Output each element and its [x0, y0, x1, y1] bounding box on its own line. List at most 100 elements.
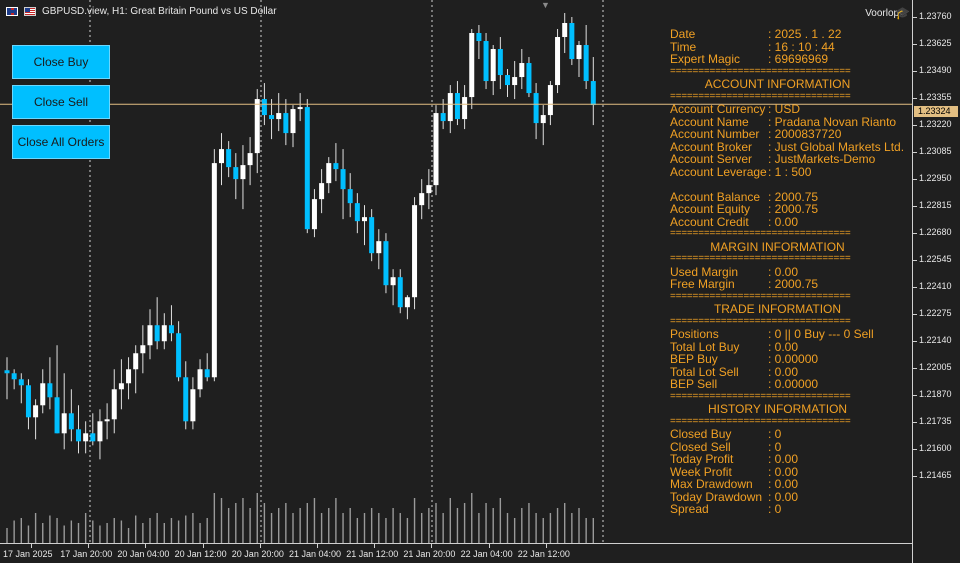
candle-body	[476, 33, 482, 42]
trade-info-value: : 0.00	[768, 339, 799, 354]
scroll-marker-icon[interactable]: ▼	[541, 0, 550, 10]
time-label: 22 Jan 04:00	[460, 549, 513, 559]
candle-body	[147, 325, 153, 346]
candle-body	[90, 433, 96, 442]
price-tick	[913, 260, 917, 262]
trade-info-label: BEP Sell	[670, 377, 718, 391]
account-info-value: : Pradana Novan Rianto	[768, 114, 897, 129]
account-info-value: : 1 : 500	[768, 164, 812, 179]
candle-body	[219, 149, 224, 164]
candle-body	[40, 383, 46, 406]
margin-info-value: : 2000.75	[768, 277, 819, 291]
history-info-row: Spread: 0	[670, 503, 910, 516]
trade-info-row: Total Lot Sell: 0.00	[670, 364, 910, 379]
candle-body	[333, 163, 339, 170]
history-info-label: Week Profit	[670, 464, 732, 479]
trade-header: TRADE INFORMATION	[713, 302, 842, 316]
history-info-row: Closed Sell: 0	[670, 440, 910, 454]
time-label: 17 Jan 20:00	[60, 549, 113, 559]
price-label: 1.22815	[919, 200, 952, 211]
balance-info-label: Account Equity	[670, 202, 751, 216]
trade-info-row: Positions: 0 || 0 Buy --- 0 Sell	[670, 328, 910, 341]
trade-info-row: Total Lot Buy: 0.00	[670, 339, 910, 354]
history-info-label: Today Profit	[670, 452, 734, 466]
candle-body	[283, 113, 289, 134]
price-chart[interactable]	[0, 0, 912, 543]
time-label: 21 Jan 12:00	[346, 549, 399, 559]
close-buy-button[interactable]: Close Buy	[12, 45, 110, 79]
price-scale[interactable]: 1.23760 1.23625 1.23490 1.23355 1.23220 1.230…	[912, 0, 960, 563]
candle-body	[211, 163, 217, 378]
candle-body	[497, 49, 503, 76]
candle-body	[126, 369, 132, 384]
graduation-cap-icon: 🎓	[895, 6, 910, 20]
time-tick	[145, 544, 147, 548]
price-label: 1.23085	[919, 146, 952, 157]
candle-body	[362, 217, 367, 222]
candle-body	[519, 63, 525, 78]
candle-body	[354, 203, 360, 222]
candle-body	[340, 169, 346, 190]
margin-info-row: Used Margin: 0.00	[670, 264, 910, 279]
candle-body	[118, 383, 124, 390]
candle-body	[68, 413, 74, 430]
margin-header: MARGIN INFORMATION	[710, 239, 845, 254]
candle-body	[404, 297, 410, 308]
candle-body	[369, 217, 375, 254]
account-info-value: : USD	[768, 102, 801, 116]
separator: ================================	[670, 90, 851, 102]
trade-info-label: BEP Buy	[670, 352, 718, 366]
price-label: 1.23490	[919, 65, 952, 76]
price-label: 1.22545	[919, 254, 952, 265]
account-info-label: Account Number	[670, 127, 760, 141]
history-info-value: : 0.00	[768, 452, 799, 466]
candle-body	[197, 369, 203, 390]
candle-body	[233, 167, 239, 180]
price-label: 1.22140	[919, 335, 952, 346]
time-tick	[545, 544, 547, 548]
account-info-row: Account Name: Pradana Novan Rianto	[670, 114, 910, 129]
balance-info-row: Account Balance: 2000.75	[670, 190, 910, 204]
account-info-value: : Just Global Markets Ltd.	[768, 139, 905, 154]
time-tick	[374, 544, 376, 548]
separator: ================================	[670, 253, 851, 264]
close-sell-button[interactable]: Close Sell	[12, 85, 110, 119]
time-label: 21 Jan 20:00	[403, 549, 456, 559]
price-tick	[913, 476, 917, 478]
time-tick	[202, 544, 204, 548]
candle-body	[97, 421, 103, 442]
candle-body	[462, 97, 468, 120]
trade-info-value: : 0.00	[768, 364, 799, 379]
candle-body	[33, 405, 39, 418]
candle-body	[569, 23, 575, 60]
time-label: 20 Jan 12:00	[174, 549, 227, 559]
time-tick	[488, 544, 490, 548]
separator: ================================	[670, 415, 851, 427]
time-label: 21 Jan 04:00	[289, 549, 342, 559]
candle-body	[512, 77, 518, 86]
candle-body	[440, 113, 446, 122]
price-label: 1.21735	[919, 416, 952, 427]
trade-info-value: : 0 || 0 Buy --- 0 Sell	[768, 327, 874, 341]
time-axis[interactable]: 17 Jan 2025 17 Jan 20:00 20 Jan 04:00 20 Ja…	[0, 543, 912, 563]
trade-info-value: : 0.00000	[768, 377, 819, 391]
close-all-orders-button[interactable]: Close All Orders	[12, 125, 110, 159]
account-info-label: Account Server	[670, 152, 753, 166]
candle-body	[61, 413, 67, 434]
candle-body	[326, 163, 332, 184]
price-tick	[913, 287, 917, 289]
candle-body	[376, 241, 382, 254]
time-tick	[317, 544, 318, 548]
candle-body	[576, 45, 582, 60]
candle-body	[226, 149, 232, 168]
history-info-label: Today Drawdown	[670, 489, 763, 504]
candle-body	[454, 93, 460, 120]
candle-body	[533, 93, 539, 124]
candle-body	[490, 49, 496, 82]
margin-info-label: Used Margin	[670, 264, 739, 279]
margin-info-row: Free Margin: 2000.75	[670, 278, 910, 291]
candle-body	[311, 199, 317, 230]
candle-body	[447, 93, 453, 122]
price-label: 1.23760	[919, 11, 952, 21]
